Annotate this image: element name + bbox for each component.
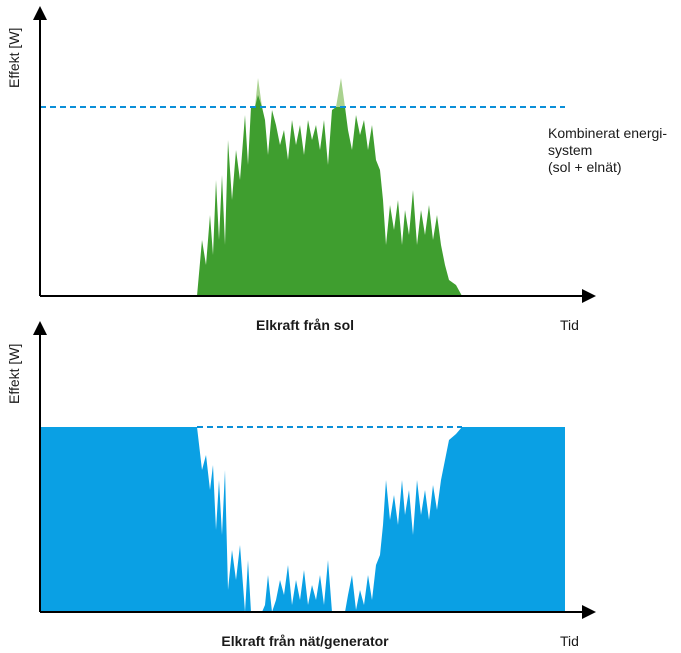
bottom-xlabel: Elkraft från nät/generator (221, 633, 389, 649)
x-axis-arrow (582, 289, 596, 303)
top-xlabel: Elkraft från sol (256, 317, 354, 333)
y-axis-arrow-bottom (33, 321, 47, 335)
combined-label-line-1: Kombinerat energi- (548, 125, 667, 141)
grid-chart: Effekt [W] Elkraft från nät/generator Ti… (6, 321, 596, 649)
y-axis-arrow (33, 6, 47, 20)
top-ylabel: Effekt [W] (6, 28, 22, 88)
bottom-ylabel: Effekt [W] (6, 344, 22, 404)
solar-power-area (197, 95, 462, 296)
top-time-label: Tid (560, 317, 579, 333)
solar-chart: Effekt [W] Elkraft från sol Tid Kombiner… (6, 6, 671, 333)
combined-system-label: Kombinerat energi- system (sol + elnät) (548, 125, 671, 175)
grid-power-area (40, 427, 565, 612)
bottom-time-label: Tid (560, 633, 579, 649)
x-axis-arrow-bottom (582, 605, 596, 619)
solar-overshoot-area (255, 78, 345, 107)
combined-label-line-3: (sol + elnät) (548, 159, 622, 175)
combined-label-line-2: system (548, 142, 592, 158)
